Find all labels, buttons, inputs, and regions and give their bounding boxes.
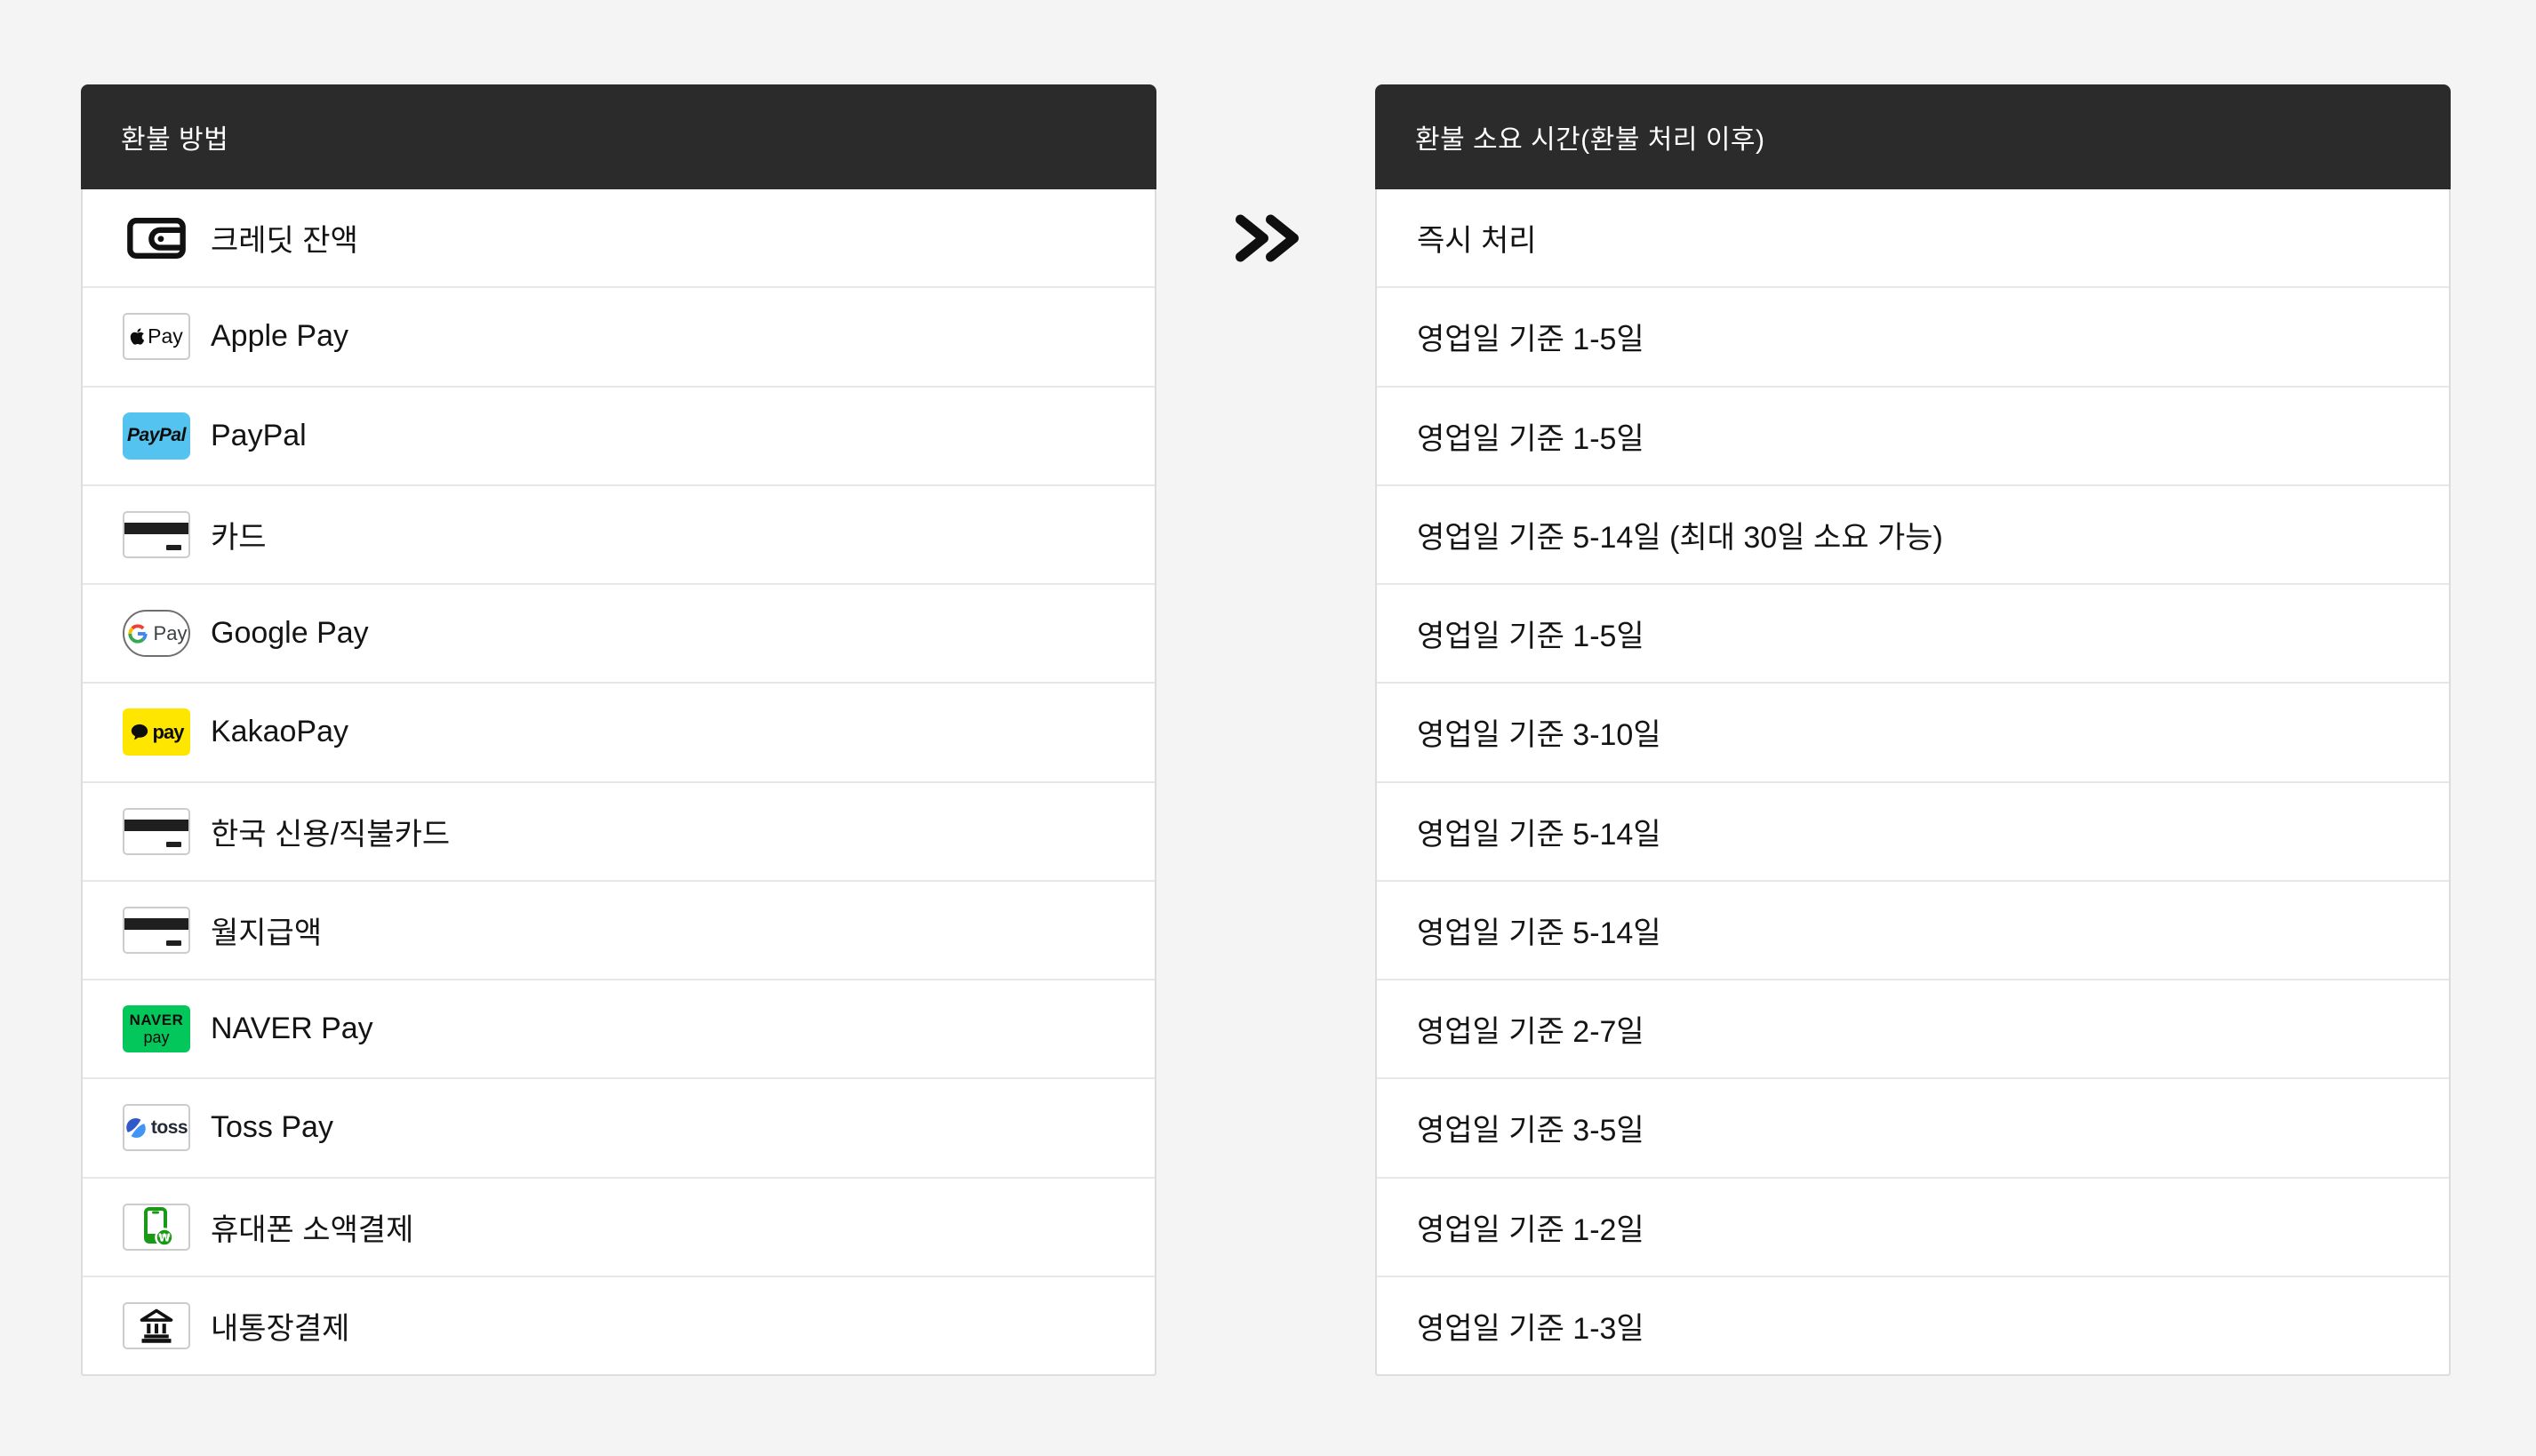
- table-row-monthly-payment: 월지급액: [83, 879, 1155, 979]
- payment-method-label: 한국 신용/직불카드: [211, 817, 451, 852]
- table-row-time: 영업일 기준 5-14일: [1377, 780, 2449, 880]
- table-row-time: 영업일 기준 1-3일: [1377, 1275, 2449, 1374]
- payment-method-label: 휴대폰 소액결제: [211, 1212, 414, 1247]
- table-row-time: 영업일 기준 1-5일: [1377, 385, 2449, 484]
- kakaopay-icon: pay: [123, 708, 190, 756]
- table-row-time: 영업일 기준 2-7일: [1377, 979, 2449, 1077]
- payment-method-label: Toss Pay: [211, 1110, 333, 1145]
- table-row-credit-balance: 크레딧 잔액: [83, 189, 1155, 286]
- refund-time-label: 영업일 기준 5-14일: [1417, 916, 1661, 950]
- table-row-time: 즉시 처리: [1377, 189, 2449, 286]
- google-g-icon: [127, 624, 148, 644]
- refund-time-label: 즉시 처리: [1417, 224, 1537, 259]
- table-row-time: 영업일 기준 5-14일 (최대 30일 소요 가능): [1377, 484, 2449, 583]
- refund-method-header: 환불 방법: [81, 84, 1156, 189]
- mobile-payment-icon: ₩: [123, 1203, 190, 1251]
- table-row-time: 영업일 기준 3-5일: [1377, 1077, 2449, 1176]
- bank-icon: [123, 1301, 190, 1349]
- payment-method-label: 내통장결제: [211, 1311, 350, 1346]
- table-row-naver-pay: NAVER pay NAVER Pay: [83, 979, 1155, 1077]
- refund-time-label: 영업일 기준 1-5일: [1417, 323, 1644, 357]
- refund-time-label: 영업일 기준 5-14일 (최대 30일 소요 가능): [1417, 520, 1943, 555]
- refund-time-body: 즉시 처리 영업일 기준 1-5일 영업일 기준 1-5일 영업일 기준 5-1…: [1375, 189, 2451, 1376]
- table-row-time: 영업일 기준 1-5일: [1377, 286, 2449, 385]
- refund-time-label: 영업일 기준 5-14일: [1417, 817, 1661, 852]
- refund-time-label: 영업일 기준 1-5일: [1417, 620, 1644, 654]
- speech-bubble-icon: [131, 724, 148, 740]
- table-row-kakaopay: pay KakaoPay: [83, 682, 1155, 780]
- table-row-time: 영업일 기준 5-14일: [1377, 879, 2449, 979]
- payment-method-label: 카드: [211, 520, 267, 555]
- toss-logo-icon: [126, 1117, 146, 1138]
- refund-time-label: 영업일 기준 1-3일: [1417, 1311, 1644, 1346]
- apple-pay-icon: Pay: [123, 313, 190, 361]
- refund-time-label: 영업일 기준 1-5일: [1417, 421, 1644, 456]
- table-row-paypal: PayPal PayPal: [83, 385, 1155, 484]
- refund-time-table: 환불 소요 시간(환불 처리 이후) 즉시 처리 영업일 기준 1-5일 영업일…: [1375, 84, 2451, 1376]
- refund-time-label: 영업일 기준 2-7일: [1417, 1015, 1644, 1050]
- refund-time-label: 영업일 기준 1-2일: [1417, 1212, 1644, 1247]
- google-pay-icon: Pay: [123, 610, 190, 658]
- refund-time-header: 환불 소요 시간(환불 처리 이후): [1375, 84, 2451, 189]
- credit-card-icon: [123, 906, 190, 954]
- payment-method-label: Google Pay: [211, 616, 369, 651]
- table-row-google-pay: Pay Google Pay: [83, 583, 1155, 682]
- double-chevron-right-icon: [1229, 211, 1305, 266]
- table-row-time: 영업일 기준 3-10일: [1377, 682, 2449, 780]
- payment-method-label: NAVER Pay: [211, 1012, 373, 1046]
- payment-method-label: Apple Pay: [211, 319, 348, 354]
- credit-card-icon: [123, 807, 190, 855]
- table-row-mobile-micropayment: ₩ 휴대폰 소액결제: [83, 1176, 1155, 1276]
- payment-method-label: KakaoPay: [211, 715, 348, 749]
- wallet-credit-icon: [123, 214, 190, 261]
- paypal-icon: PayPal: [123, 412, 190, 460]
- refund-time-label: 영업일 기준 3-10일: [1417, 718, 1661, 753]
- payment-method-label: PayPal: [211, 418, 307, 452]
- refund-method-table: 환불 방법 크레딧 잔액 Pay: [81, 84, 1156, 1376]
- apple-logo-icon: [130, 328, 145, 346]
- table-row-time: 영업일 기준 1-5일: [1377, 583, 2449, 682]
- credit-card-icon: [123, 510, 190, 558]
- table-row-korean-card: 한국 신용/직불카드: [83, 780, 1155, 880]
- table-row-apple-pay: Pay Apple Pay: [83, 286, 1155, 385]
- toss-pay-icon: toss: [123, 1104, 190, 1152]
- table-row-bank-account: 내통장결제: [83, 1275, 1155, 1374]
- naver-pay-icon: NAVER pay: [123, 1005, 190, 1053]
- payment-method-label: 월지급액: [211, 916, 323, 950]
- payment-method-label: 크레딧 잔액: [211, 224, 358, 259]
- table-row-toss-pay: toss Toss Pay: [83, 1077, 1155, 1176]
- svg-text:₩: ₩: [158, 1232, 171, 1244]
- table-row-card: 카드: [83, 484, 1155, 583]
- table-row-time: 영업일 기준 1-2일: [1377, 1176, 2449, 1276]
- refund-method-body: 크레딧 잔액 Pay Apple Pay PayPal PayPal: [81, 189, 1156, 1376]
- refund-time-label: 영업일 기준 3-5일: [1417, 1114, 1644, 1148]
